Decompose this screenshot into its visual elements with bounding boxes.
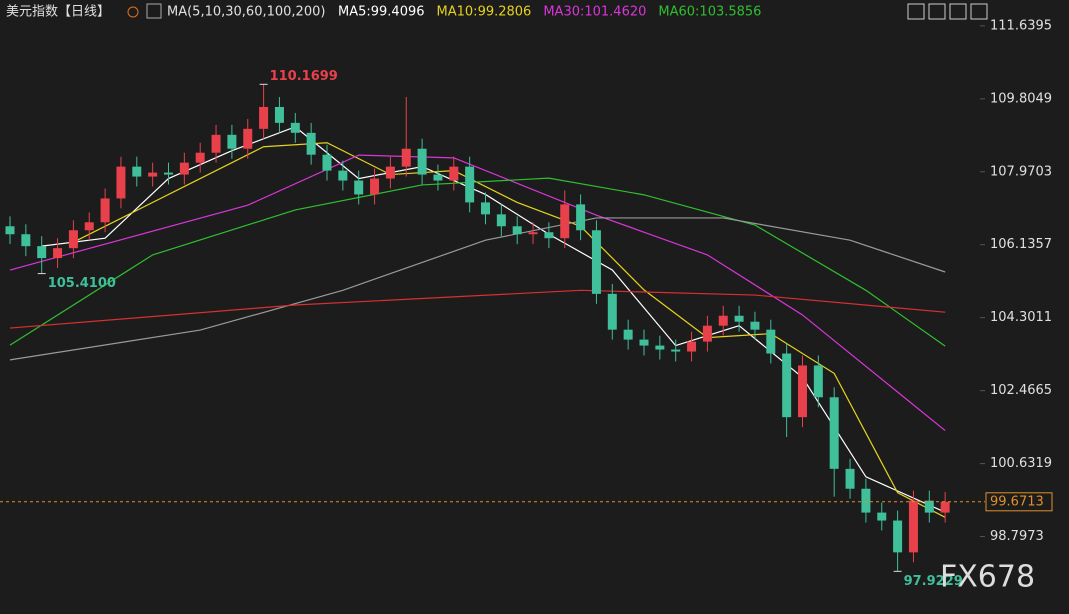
last-price-label: 99.6713	[990, 494, 1044, 509]
y-tick-label: 111.6395	[990, 18, 1052, 33]
candle-body	[465, 166, 475, 203]
candle-body	[370, 178, 380, 195]
toolbar	[907, 3, 988, 20]
candle-body	[861, 488, 871, 513]
candle-body	[591, 230, 601, 294]
candle-body	[782, 353, 792, 418]
candle-body	[84, 222, 94, 231]
y-tick-label: 102.4665	[990, 383, 1052, 398]
candle-body	[385, 166, 395, 179]
ma-line	[9, 289, 946, 329]
y-tick-label: 109.8049	[990, 91, 1052, 106]
candle-body	[671, 349, 681, 352]
annotation-label: 105.4100	[48, 276, 116, 291]
candle-body	[623, 329, 633, 340]
tool-button[interactable]	[928, 3, 946, 20]
candle-body	[607, 293, 617, 330]
candle-body	[53, 248, 63, 259]
candle-body	[576, 204, 586, 231]
candle-body	[306, 132, 316, 155]
y-tick-label: 100.6319	[990, 456, 1052, 471]
tool-button[interactable]	[949, 3, 967, 20]
candle-body	[560, 204, 570, 239]
tool-button[interactable]	[907, 3, 925, 20]
candle-body	[813, 365, 823, 398]
candle-body	[766, 329, 776, 354]
ma-line	[9, 177, 946, 347]
candle-body	[338, 170, 348, 181]
candle-body	[290, 122, 300, 133]
settings-icon[interactable]	[127, 6, 139, 18]
candle-body	[37, 246, 47, 259]
candle-body	[132, 166, 142, 177]
candle-body	[877, 512, 887, 521]
legend-entry: MA10:99.2806	[437, 5, 532, 20]
indicator-icon[interactable]	[146, 3, 162, 19]
candle-body	[68, 230, 78, 249]
candle-body	[164, 172, 173, 175]
ma-line	[73, 142, 946, 518]
candle-body	[322, 154, 332, 171]
candle-body	[924, 500, 934, 513]
candle-body	[259, 106, 269, 129]
candle-body	[481, 202, 490, 215]
annotation-label: 97.9229	[904, 574, 963, 589]
candle-body	[940, 501, 950, 513]
legend-entry: MA60:103.5856	[658, 5, 761, 20]
candle-body	[750, 321, 760, 330]
candle-body	[449, 166, 459, 181]
candle-body	[211, 134, 221, 153]
annotation-label: 110.1699	[270, 69, 338, 84]
candle-body	[687, 341, 697, 352]
candle-body	[639, 339, 649, 346]
y-tick-label: 104.3011	[990, 310, 1052, 325]
candle-body	[496, 214, 506, 227]
candle-body	[908, 500, 918, 553]
candle-body	[544, 232, 554, 239]
candle-body	[829, 397, 839, 469]
tool-button[interactable]	[970, 3, 988, 20]
candle-body	[148, 172, 158, 177]
candle-body	[354, 180, 364, 195]
candle-body	[893, 520, 903, 553]
candle-body	[5, 226, 15, 235]
candle-body	[702, 325, 712, 342]
candle-body	[401, 148, 411, 167]
last-price-box	[985, 492, 1053, 512]
candle-body	[179, 162, 189, 175]
candle-body	[100, 198, 110, 223]
candle-body	[21, 234, 31, 247]
indicator-label: MA(5,10,30,60,100,200)	[167, 5, 325, 20]
watermark: FX678	[940, 560, 1035, 595]
candle-body	[417, 148, 427, 175]
candle-body	[433, 174, 443, 181]
candle-body	[845, 468, 855, 489]
candle-body	[116, 166, 126, 199]
candle-body	[718, 315, 728, 326]
ma-line	[9, 217, 946, 361]
chart-title: 美元指数【日线】	[6, 5, 110, 20]
legend-entry: MA5:99.4096	[338, 5, 425, 20]
y-tick-label: 106.1357	[990, 237, 1052, 252]
candle-body	[274, 106, 284, 123]
candle-body	[512, 226, 522, 235]
y-tick-label: 107.9703	[990, 164, 1052, 179]
ma-line	[9, 154, 946, 432]
candle-body	[227, 134, 237, 149]
candle-body	[798, 365, 807, 418]
candle-body	[195, 152, 205, 163]
candle-body	[528, 232, 538, 235]
candle-body	[243, 128, 253, 149]
y-tick-label: 98.7973	[990, 529, 1044, 544]
legend-entry: MA30:101.4620	[543, 5, 646, 20]
candle-body	[734, 315, 744, 322]
candle-body	[655, 345, 665, 350]
